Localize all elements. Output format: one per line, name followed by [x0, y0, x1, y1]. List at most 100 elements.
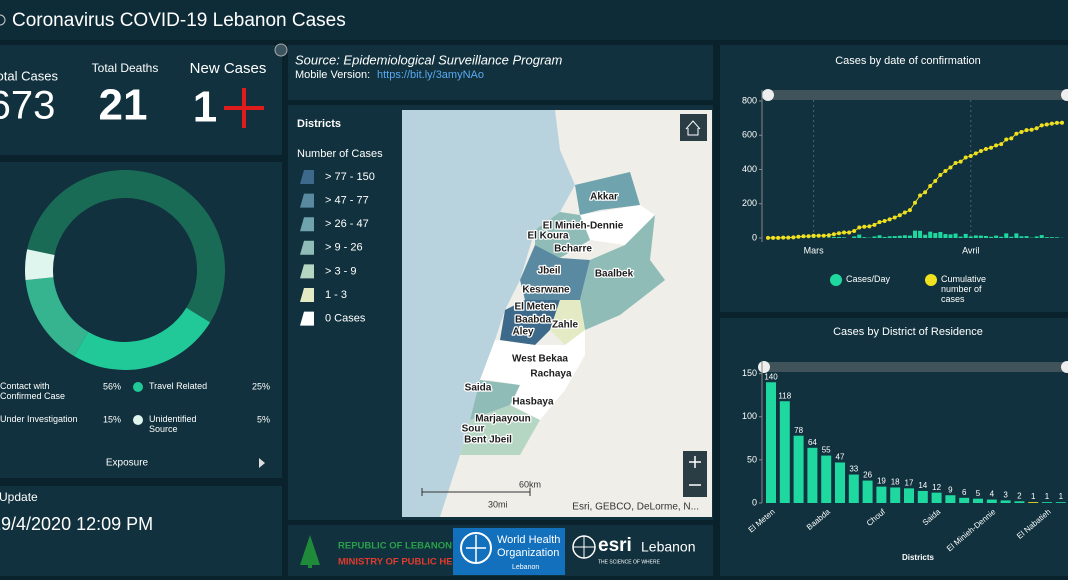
next-arrow[interactable] [259, 458, 265, 468]
district-label: Sour [462, 424, 485, 435]
bar-value-label: 5 [976, 489, 981, 498]
esri-word: esri [598, 535, 632, 556]
daily-bar [978, 235, 983, 238]
daily-bar [1044, 237, 1049, 238]
cumulative-point [897, 213, 902, 218]
bar [986, 499, 997, 503]
home-button[interactable] [680, 114, 707, 141]
bar-value-label: 118 [778, 391, 791, 400]
legend-label: Travel Related [149, 381, 207, 391]
cumulative-point [821, 233, 826, 238]
legend-value: 5% [257, 414, 270, 424]
district-label: Saida [465, 383, 492, 394]
cumulative-point [918, 193, 923, 198]
slider-handle[interactable] [758, 361, 770, 373]
bar-value-label: 14 [918, 481, 927, 490]
district-label: Bent Jbeil [464, 435, 512, 446]
legend-swatch [300, 311, 314, 326]
bar-value-label: 33 [849, 465, 858, 474]
map [402, 110, 712, 517]
cumulative-point [867, 224, 872, 229]
legend-label: Cases/Day [846, 274, 891, 284]
y-tick-label: 50 [747, 454, 757, 464]
moph-logo [300, 535, 320, 568]
bar-value-label: 12 [932, 483, 941, 492]
slider-handle[interactable] [762, 89, 774, 101]
daily-bar [1009, 236, 1014, 238]
bar-value-label: 6 [962, 488, 967, 497]
total-cases-label: Total Cases [0, 68, 58, 83]
map-legend-subtitle: Number of Cases [297, 148, 383, 160]
scale-km: 60km [519, 479, 541, 489]
stats-panel [0, 45, 282, 155]
cumulative-point [816, 233, 821, 238]
mobile-link[interactable]: https://bit.ly/3amyNAo [377, 69, 484, 81]
range-slider[interactable] [764, 362, 1068, 372]
district-label: Kesrwane [522, 285, 570, 296]
bar-value-label: 140 [764, 372, 778, 381]
bar-value-label: 47 [836, 453, 845, 462]
bar [1042, 502, 1052, 503]
daily-bar [923, 234, 928, 238]
legend-label: > 9 - 26 [325, 242, 363, 254]
daily-bar [887, 236, 892, 238]
bar [862, 480, 873, 503]
daily-bar [902, 235, 907, 238]
region [535, 212, 590, 258]
who-line2: Organization [497, 547, 559, 559]
daily-bar [877, 235, 882, 238]
slider-handle[interactable] [1061, 361, 1068, 373]
cumulative-point [1044, 122, 1049, 127]
legend-swatch [300, 170, 314, 184]
panel-expand-button[interactable] [274, 43, 288, 57]
bar [1000, 500, 1011, 503]
bar [779, 401, 790, 503]
region [480, 330, 585, 390]
bar-value-label: 19 [877, 477, 886, 486]
cumulative-point [913, 200, 917, 205]
legend-value: 15% [103, 414, 121, 424]
cumulative-point [801, 234, 806, 239]
legend-label: Contact with Confirmed Case [0, 381, 65, 401]
scale-mi: 30mi [488, 499, 508, 509]
moph-line1: REPUBLIC OF LEBANON [338, 541, 452, 552]
y-tick-label: 200 [742, 198, 757, 208]
cumulative-point [806, 234, 811, 239]
cumulative-point [781, 235, 786, 240]
legend-label: > 47 - 77 [325, 195, 369, 207]
map-attribution: Esri, GEBCO, DeLorme, N... [572, 502, 699, 513]
bar [1028, 502, 1039, 503]
cumulative-point [1004, 137, 1009, 142]
region [510, 385, 565, 420]
cumulative-point [1014, 131, 1019, 136]
cumulative-point [923, 190, 928, 195]
region [520, 245, 590, 300]
legend-label: 0 Cases [325, 313, 366, 325]
cumulative-point [872, 222, 877, 227]
bar-value-label: 1 [1059, 492, 1064, 501]
bar [807, 447, 818, 503]
daily-bar [836, 236, 841, 238]
bar-value-label: 18 [891, 478, 900, 487]
daily-bar [842, 237, 847, 238]
daily-bar [973, 235, 978, 238]
district-label: Rachaya [530, 369, 572, 380]
slider-handle[interactable] [1061, 89, 1068, 101]
cumulative-point [948, 165, 953, 170]
daily-bar [1019, 236, 1024, 238]
district-label: Zahle [552, 320, 579, 331]
cumulative-point [933, 178, 938, 183]
bar [766, 382, 776, 503]
scale-bar [421, 488, 531, 496]
bar-value-label: 78 [794, 426, 803, 435]
esri-tagline: THE SCIENCE OF WHERE [598, 559, 661, 565]
cedar-trunk [308, 562, 312, 568]
cumulative-point [836, 231, 841, 236]
y-tick-label: 150 [742, 368, 757, 378]
cumulative-point [892, 215, 897, 220]
who-emblem-lines [466, 535, 486, 562]
legend-label: 1 - 3 [325, 289, 347, 301]
range-slider[interactable] [768, 90, 1068, 100]
